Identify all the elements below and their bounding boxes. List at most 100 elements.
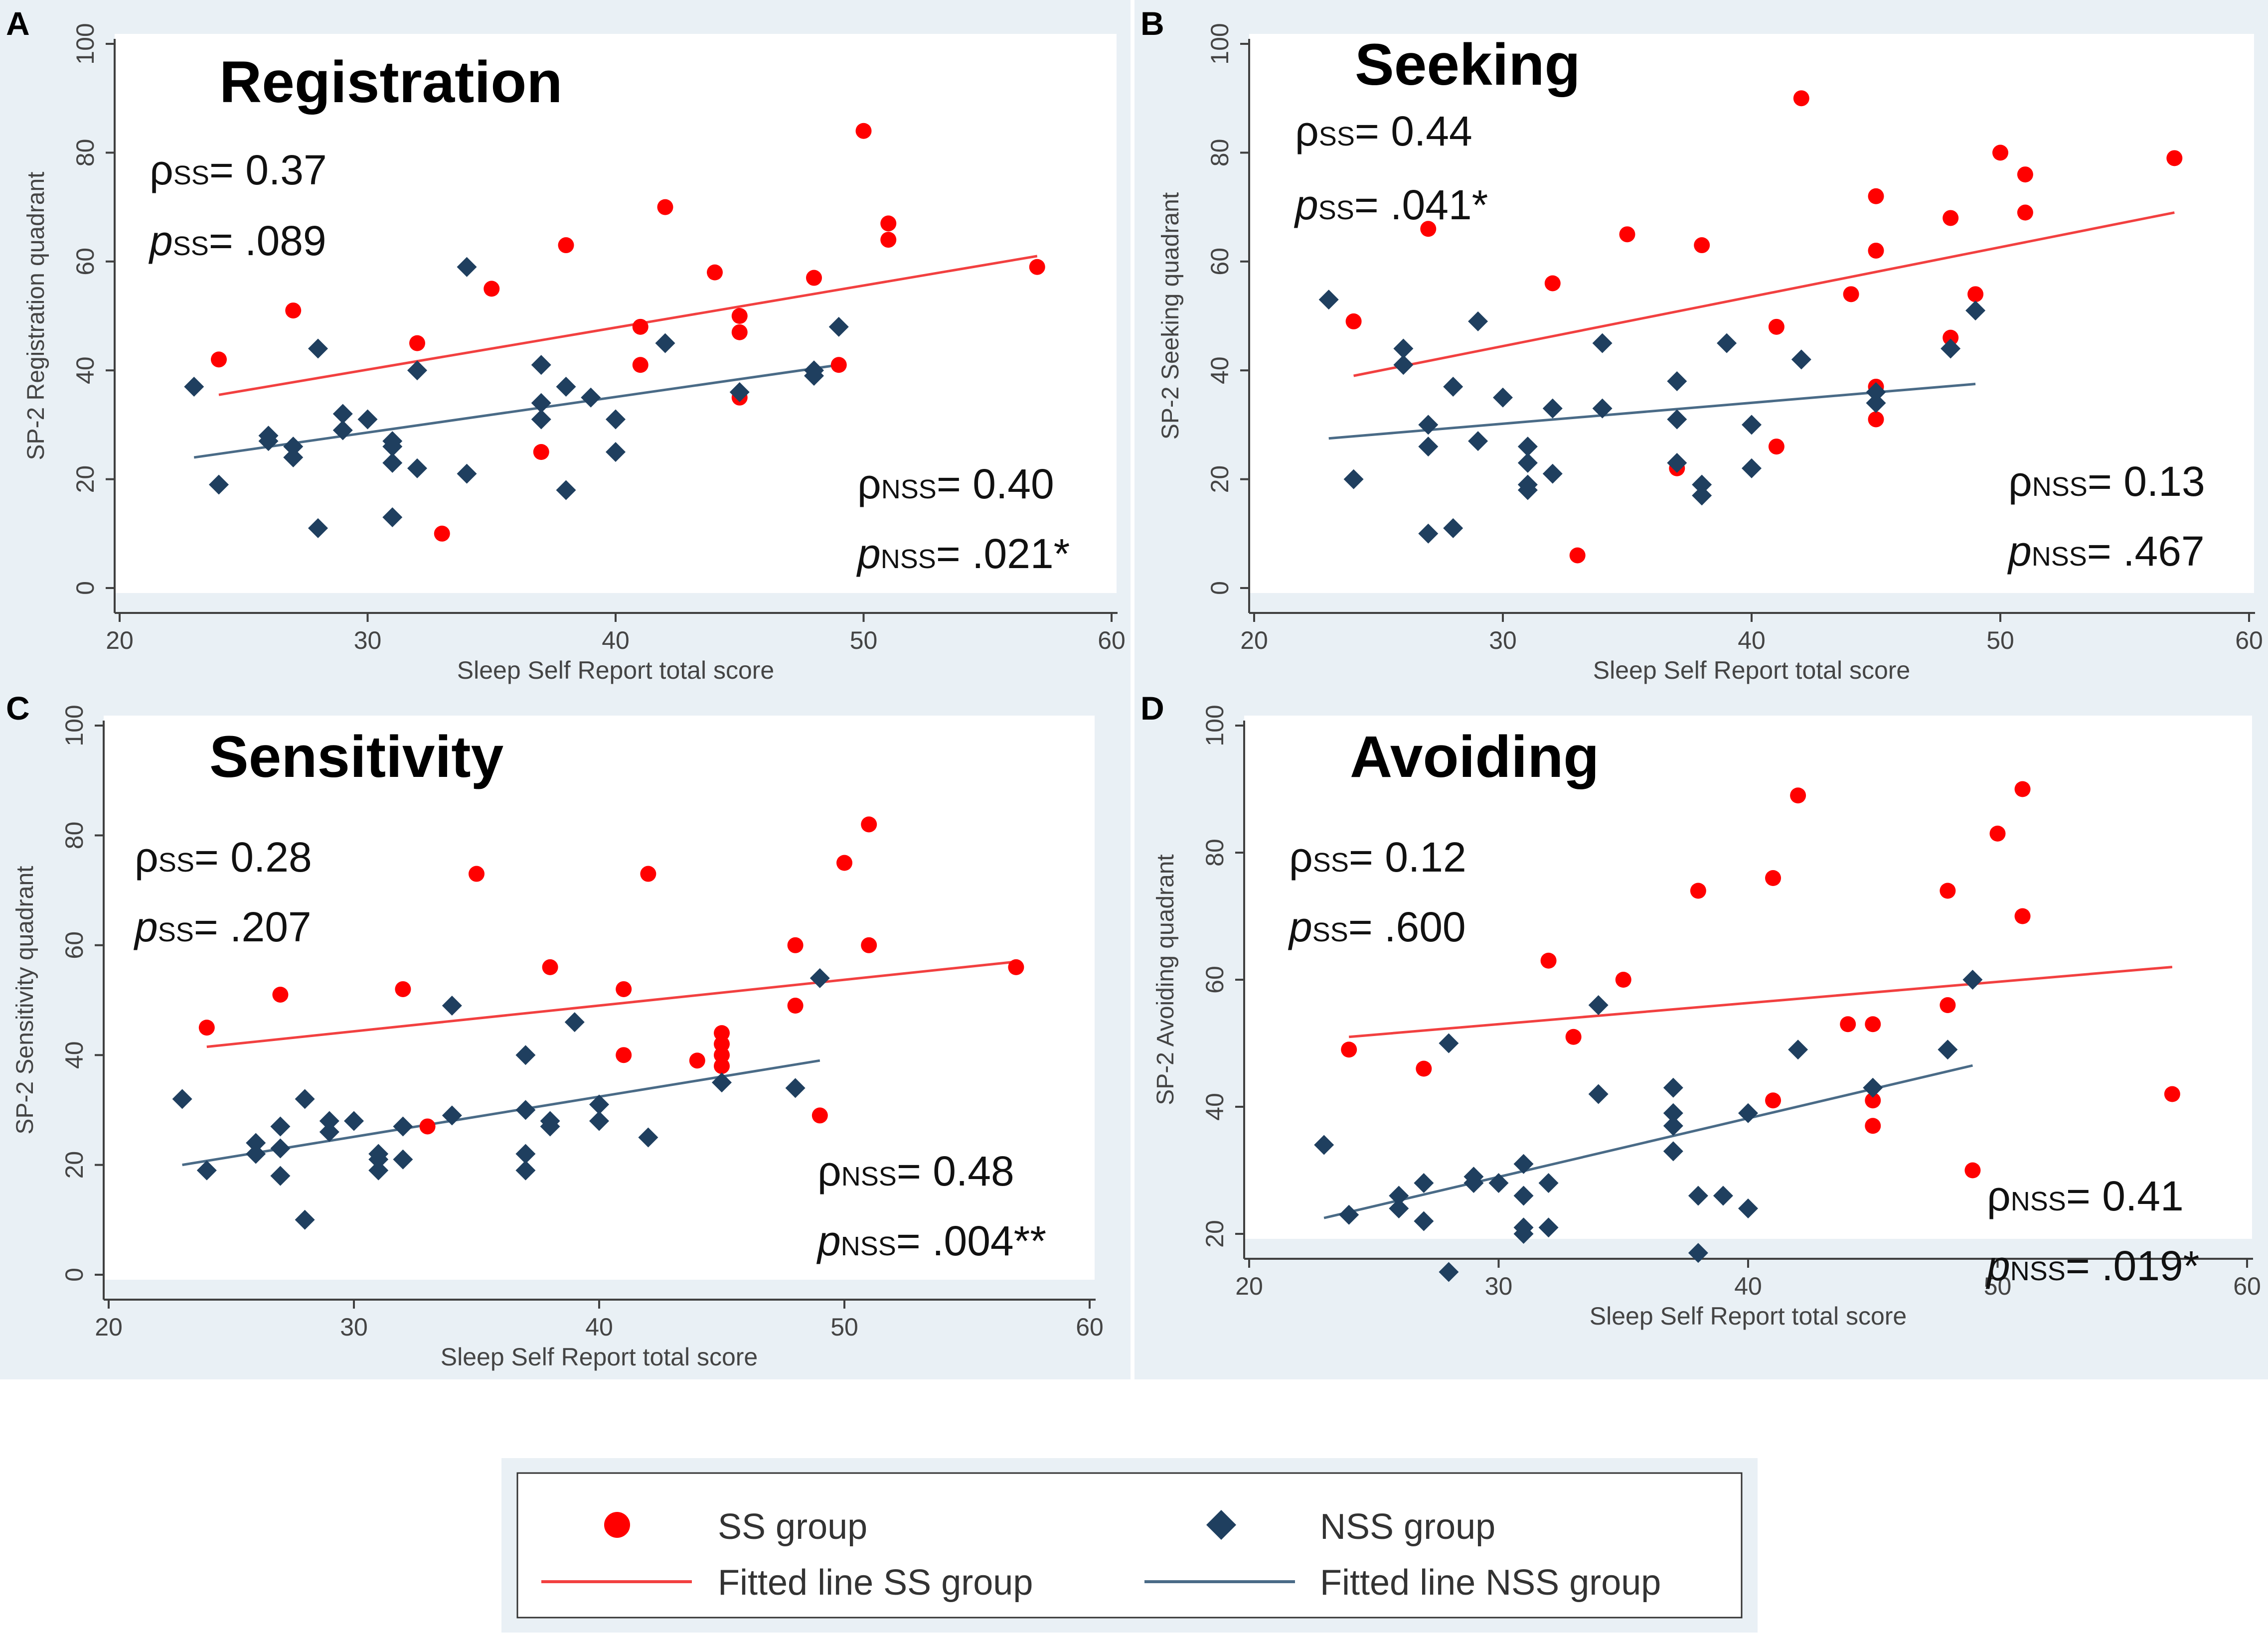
panel-b-ss-point — [2017, 204, 2033, 221]
panel-c-nss-point — [319, 1111, 339, 1131]
panel-c-ss-point — [616, 1047, 632, 1063]
panel-d-nss-point — [1488, 1173, 1509, 1193]
panel-c-nss-point — [246, 1133, 266, 1153]
panel-b-ss-point — [1843, 286, 1859, 302]
panel-c-ss-point — [787, 998, 804, 1014]
panel-b-nss-point — [1493, 387, 1513, 408]
panel-d-nss-point — [1863, 1077, 1883, 1098]
panel-d-nss-point — [1389, 1198, 1409, 1218]
panel-a-nss-point — [828, 316, 849, 337]
panel-a-x-tick-label: 60 — [1098, 626, 1126, 654]
legend-nss-label: NSS group — [1320, 1507, 1495, 1547]
panel-a-x-tick-label: 40 — [602, 626, 630, 654]
panel-c-nss-point — [515, 1100, 536, 1120]
panel-a-nss-point — [729, 382, 750, 402]
panel-a-ss-point — [533, 444, 549, 460]
panel-c-ss-point — [1008, 959, 1024, 975]
panel-b-ss-point — [1967, 286, 1984, 302]
panel-d-y-tick-label: 60 — [1201, 966, 1229, 994]
panel-b-x-tick-label: 50 — [1986, 626, 2014, 654]
panel-a-ss-point — [558, 237, 574, 254]
panel-d-nss-point — [1588, 1084, 1609, 1104]
panel-d-ss-point — [2014, 908, 2031, 924]
panel-a-ss-point — [484, 281, 500, 297]
panel-b-nss-point — [1742, 458, 1762, 478]
panel-b-ss-point — [1768, 439, 1784, 455]
panel-c-ss-point — [861, 937, 877, 953]
panel-a-p-ss: pSS= .089 — [148, 217, 326, 264]
panel-c-nss-point — [442, 1105, 462, 1126]
panel-a-ss-point — [285, 302, 302, 319]
panel-d-ss-point — [1765, 1092, 1782, 1109]
panel-b-nss-point — [1318, 290, 1339, 310]
panel-d-y-tick-label: 100 — [1201, 705, 1229, 746]
legend-ss-marker — [604, 1512, 630, 1538]
panel-c-ss-point — [419, 1118, 436, 1135]
panel-d-ss-point — [1940, 883, 1956, 899]
panel-d-p-nss: pNSS= .019* — [1985, 1242, 2199, 1289]
panel-a-x-tick-label: 50 — [850, 626, 878, 654]
panel-d-nss-point — [1538, 1173, 1559, 1193]
panel-d-y-axis-label: SP-2 Avoiding quadrant — [1152, 854, 1179, 1105]
panel-c-x-tick-label: 40 — [585, 1313, 613, 1341]
panel-d-rho-nss: ρNSS= 0.41 — [1987, 1173, 2184, 1219]
panel-a-nss-point — [382, 452, 403, 473]
panel-d-ss-point — [1865, 1016, 1881, 1033]
panel-c-ss-point — [469, 866, 485, 882]
panel-b-nss-point — [1592, 333, 1613, 353]
panel-b-nss-point — [1468, 431, 1488, 451]
panel-d-nss-point — [1538, 1217, 1559, 1238]
panel-d-nss-point — [1339, 1204, 1359, 1225]
panel-d-ss-point — [1765, 870, 1782, 886]
panel-d-x-tick-label: 60 — [2233, 1272, 2261, 1300]
panel-d-nss-point — [1463, 1173, 1484, 1193]
panel-a-ss-point — [880, 215, 897, 232]
panel-c-ss-point — [272, 986, 289, 1003]
panel-c-fit-ss-line — [206, 960, 1016, 1048]
panel-d-nss-point — [1962, 970, 1983, 990]
panel-c-nss-point — [295, 1089, 315, 1109]
panel-d-ss-point — [1615, 972, 1631, 988]
panel-b-nss-point — [1667, 371, 1687, 392]
panel-b-nss-point — [1592, 398, 1613, 419]
panel-c-nss-point — [393, 1149, 413, 1170]
panel-d-ss-point — [1790, 787, 1806, 804]
panel-b-nss-point — [1742, 415, 1762, 435]
panel-c-nss-point — [515, 1160, 536, 1181]
panel-a-ss-point — [707, 264, 723, 281]
panel-b-nss-point — [1667, 409, 1687, 430]
panel-c-nss-point — [270, 1138, 291, 1159]
panel-d-letter: D — [1140, 690, 1164, 727]
panel-c-nss-point — [785, 1078, 806, 1098]
panel-b-nss-point — [1393, 338, 1414, 359]
panel-b-ss-point — [1768, 318, 1784, 335]
panel-c-ss-point — [787, 937, 804, 953]
panel-b-y-axis-label: SP-2 Seeking quadrant — [1157, 192, 1184, 440]
panel-d-nss-point — [1414, 1211, 1434, 1231]
panel-d-ss-point — [1940, 997, 1956, 1013]
panel-c-nss-point — [246, 1144, 266, 1164]
panel-a-fit-nss-line — [193, 363, 839, 459]
panel-b-y-tick-label: 100 — [1206, 23, 1234, 64]
panel-b-nss-point — [1542, 398, 1563, 419]
panel-a-y-tick-label: 0 — [71, 581, 99, 595]
panel-b-ss-point — [1992, 145, 2008, 161]
panel-a-ss-point — [731, 324, 748, 340]
panel-a-nss-point — [407, 458, 427, 478]
legend-box — [516, 1472, 1743, 1619]
panel-b-nss-point — [1517, 437, 1538, 457]
panel-c-nss-point — [589, 1111, 609, 1131]
panel-b-ss-point — [2166, 150, 2183, 166]
panel-c-nss-point — [810, 968, 830, 988]
panel-c-plot-area — [104, 716, 1095, 1280]
panel-b-p-nss: pNSS= .467 — [2007, 528, 2205, 575]
panel-d-ss-point — [1989, 825, 2006, 842]
panel-c-nss-point — [540, 1116, 560, 1137]
panel-a-rho-ss: ρSS= 0.37 — [150, 147, 327, 193]
panel-b-ss-point — [1943, 210, 1959, 226]
panel-c-x-tick-label: 60 — [1076, 1313, 1104, 1341]
panel-d-y-tick-label: 40 — [1201, 1093, 1229, 1121]
panel-c-ss-point — [689, 1052, 705, 1069]
panel-d-x-tick-label: 50 — [1984, 1272, 2012, 1300]
panel-a-fit-ss-line — [218, 255, 1038, 396]
